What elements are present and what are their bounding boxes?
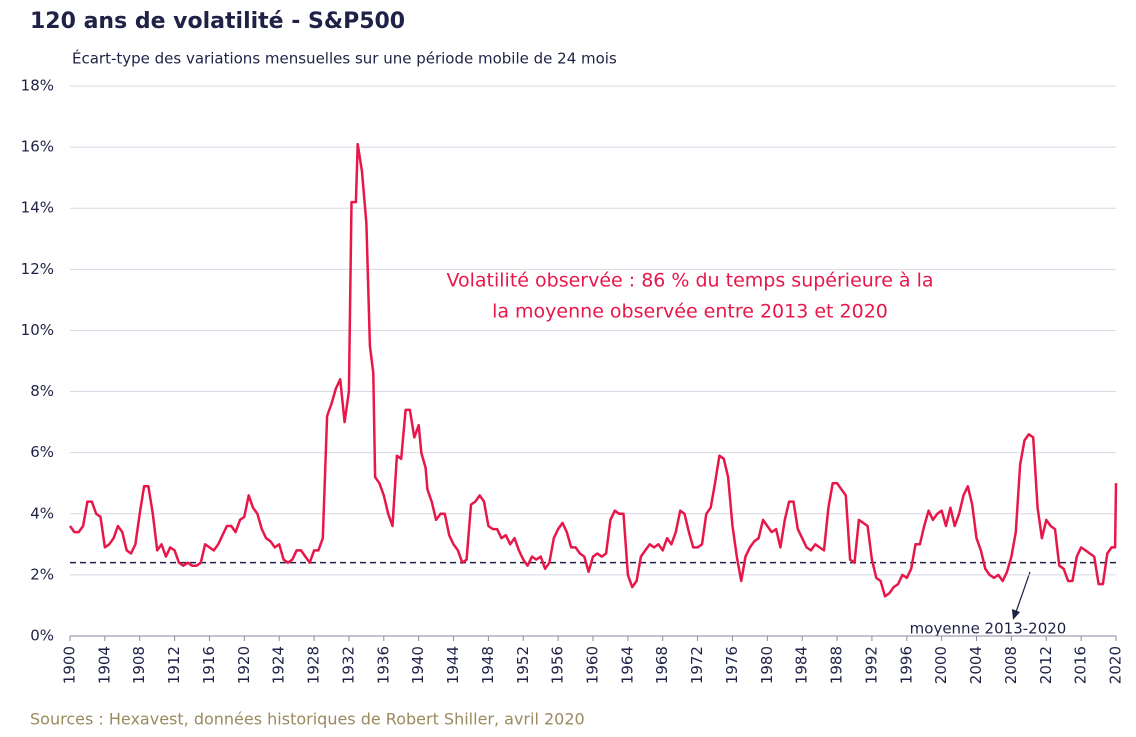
y-tick-label: 14% [21,199,54,217]
x-tick-label: 2004 [967,646,985,684]
x-tick-label: 1976 [723,646,741,684]
y-tick-label: 0% [30,627,54,645]
x-tick-label: 1988 [828,646,846,684]
y-tick-label: 18% [21,77,54,95]
y-tick-label: 6% [30,443,54,461]
annotation: la moyenne observée entre 2013 et 2020 [492,301,888,323]
x-tick-label: 1908 [130,646,148,684]
x-tick-label: 2020 [1107,646,1125,684]
arrow [1015,571,1031,613]
x-tick-label: 1932 [339,646,357,684]
x-tick-label: 1948 [479,646,497,684]
annotation: Volatilité observée : 86 % du temps supé… [446,270,933,292]
y-tick-label: 10% [21,321,54,339]
x-tick-label: 1944 [444,646,462,684]
line-series [68,142,1118,598]
x-tick-label: 2000 [932,646,950,684]
x-tick-label: 1952 [514,646,532,684]
x-tick-label: 2008 [1002,646,1020,684]
x-tick-label: 1984 [793,646,811,684]
x-tick-label: 1936 [374,646,392,684]
x-tick-label: 1964 [618,646,636,684]
x-tick-label: 1956 [549,646,567,684]
x-tick-label: 1900 [61,646,79,684]
x-tick-label: 1924 [270,646,288,684]
x-tick-label: 1920 [235,646,253,684]
x-tick-label: 1904 [95,646,113,684]
chart-title: 120 ans de volatilité - S&P500 [30,9,405,34]
x-tick-label: 1968 [653,646,671,684]
x-tick-label: 1928 [305,646,323,684]
x-tick-label: 1980 [758,646,776,684]
y-tick-label: 12% [21,260,54,278]
y-tick-label: 16% [21,138,54,156]
source: Sources : Hexavest, données historiques … [30,710,585,729]
arrowhead [1012,609,1020,620]
y-tick-label: 8% [30,382,54,400]
x-tick-label: 1940 [409,646,427,684]
x-tick-label: 1912 [165,646,183,684]
x-tick-label: 2012 [1037,646,1055,684]
y-tick-label: 4% [30,504,54,522]
x-tick-label: 1992 [862,646,880,684]
chart-subtitle: Écart-type des variations mensuelles sur… [72,49,617,68]
x-tick-label: 1996 [897,646,915,684]
x-tick-label: 1916 [200,646,218,684]
x-tick-label: 2016 [1072,646,1090,684]
x-tick-label: 1960 [584,646,602,684]
x-tick-label: 1972 [688,646,706,684]
average-label: moyenne 2013-2020 [910,620,1067,638]
y-tick-label: 2% [30,565,54,583]
